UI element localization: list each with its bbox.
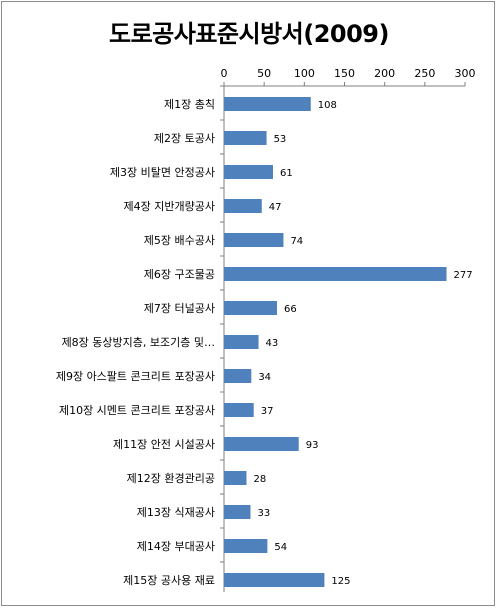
data-label: 61 xyxy=(280,168,293,179)
x-tick-label: 0 xyxy=(221,67,228,80)
data-label: 74 xyxy=(290,236,303,247)
x-tick-label: 100 xyxy=(294,67,315,80)
x-tick-label: 150 xyxy=(334,67,355,80)
data-label: 277 xyxy=(454,270,473,281)
bar xyxy=(224,573,325,587)
bar xyxy=(224,301,278,315)
x-tick-label: 200 xyxy=(374,67,395,80)
chart-title: 도로공사표준시방서(2009) xyxy=(109,20,389,48)
bar xyxy=(224,165,274,179)
bar xyxy=(224,97,311,111)
x-tick-label: 250 xyxy=(414,67,435,80)
category-label: 제1장 총칙 xyxy=(164,98,215,111)
bar xyxy=(224,539,268,553)
data-label: 66 xyxy=(284,304,297,315)
category-label: 제14장 부대공사 xyxy=(137,540,215,553)
category-label: 제2장 토공사 xyxy=(154,132,215,145)
category-label: 제15장 공사용 재료 xyxy=(123,574,215,587)
category-label: 제12장 환경관리공 xyxy=(127,472,215,485)
category-label: 제10장 시멘트 콘크리트 포장공사 xyxy=(59,404,215,417)
data-label: 54 xyxy=(274,542,287,553)
category-label: 제8장 동상방지층, 보조기층 및… xyxy=(62,336,215,349)
data-label: 125 xyxy=(331,576,350,587)
bar xyxy=(224,471,247,485)
category-label: 제11장 안전 시설공사 xyxy=(113,438,215,451)
data-label: 28 xyxy=(253,474,266,485)
data-label: 93 xyxy=(306,440,319,451)
x-tick-label: 50 xyxy=(257,67,271,80)
data-label: 47 xyxy=(269,202,282,213)
category-label: 제5장 배수공사 xyxy=(144,234,215,247)
bar xyxy=(224,335,259,349)
category-label: 제7장 터널공사 xyxy=(144,302,215,315)
bar xyxy=(224,233,284,247)
bar xyxy=(224,267,447,281)
data-label: 37 xyxy=(261,406,274,417)
data-label: 108 xyxy=(318,100,337,111)
data-label: 53 xyxy=(274,134,287,145)
bar xyxy=(224,369,252,383)
bar xyxy=(224,131,267,145)
bar xyxy=(224,199,262,213)
category-label: 제3장 비탈면 안정공사 xyxy=(110,166,215,179)
category-label: 제9장 아스팔트 콘크리트 포장공사 xyxy=(56,370,215,383)
category-label: 제13장 식재공사 xyxy=(137,506,215,519)
category-label: 제4장 지반개량공사 xyxy=(124,200,215,213)
category-label: 제6장 구조물공 xyxy=(144,268,215,281)
bar xyxy=(224,437,299,451)
bar xyxy=(224,403,254,417)
data-label: 43 xyxy=(266,338,279,349)
data-label: 34 xyxy=(258,372,271,383)
x-tick-label: 300 xyxy=(455,67,476,80)
bar xyxy=(224,505,251,519)
data-label: 33 xyxy=(258,508,271,519)
